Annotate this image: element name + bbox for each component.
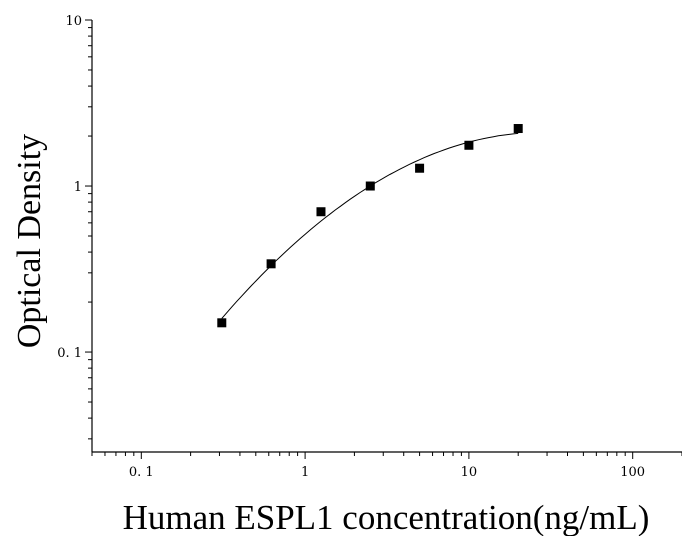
y-tick-label: 10 <box>65 14 82 29</box>
fit-curve <box>221 132 519 319</box>
x-tick-label: 0. 1 <box>129 465 154 480</box>
data-point <box>217 318 227 328</box>
plot-area: 0. 1 1 10 100 0. 1 1 10 <box>57 14 682 480</box>
y-tick-label: 0. 1 <box>57 346 82 361</box>
data-point <box>464 140 474 150</box>
x-tick-label: 1 <box>301 465 309 480</box>
y-tick-label: 1 <box>74 180 82 195</box>
x-axis-ticks: 0. 1 1 10 100 <box>91 452 682 480</box>
data-point <box>513 124 523 134</box>
data-point <box>415 163 425 173</box>
y-axis-title: Optical Density <box>11 134 48 348</box>
x-tick-label: 10 <box>461 465 478 480</box>
data-point <box>316 207 326 217</box>
x-tick-label: 100 <box>620 465 645 480</box>
data-point <box>365 181 375 191</box>
y-axis-ticks: 0. 1 1 10 <box>57 14 92 440</box>
x-axis-title: Human ESPL1 concentration(ng/mL) <box>123 498 650 536</box>
data-points <box>217 124 523 328</box>
data-point <box>266 259 276 269</box>
